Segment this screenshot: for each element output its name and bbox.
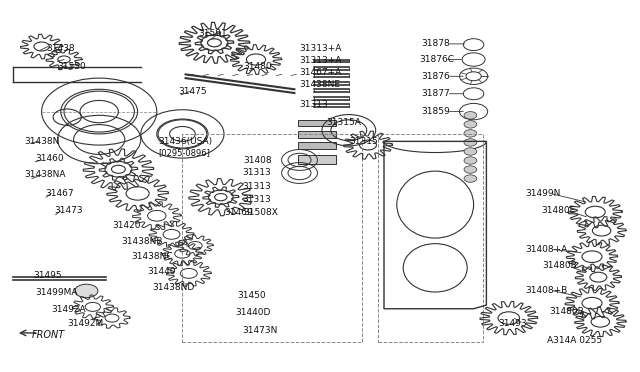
Text: 31438ND: 31438ND xyxy=(152,283,195,292)
Text: 31499N: 31499N xyxy=(525,189,560,198)
Text: 31438NA: 31438NA xyxy=(24,170,66,179)
Text: 31438NB: 31438NB xyxy=(122,237,163,246)
Text: 31313: 31313 xyxy=(242,195,271,203)
Text: 31438N: 31438N xyxy=(24,137,60,146)
Text: 31440D: 31440D xyxy=(236,308,271,317)
Bar xyxy=(182,134,362,342)
Text: 31877: 31877 xyxy=(421,89,450,98)
Bar xyxy=(298,155,336,164)
Text: 31313: 31313 xyxy=(300,100,328,109)
Text: 31438NE: 31438NE xyxy=(300,80,340,89)
Circle shape xyxy=(464,148,477,155)
Text: 31508X: 31508X xyxy=(243,208,278,217)
Text: 31473N: 31473N xyxy=(242,326,277,335)
Text: 31473: 31473 xyxy=(54,206,83,215)
Text: 31313+A: 31313+A xyxy=(300,56,342,65)
Text: 31313+A: 31313+A xyxy=(300,44,342,53)
Text: FRONT: FRONT xyxy=(32,330,65,340)
Text: 31499MA: 31499MA xyxy=(35,288,77,296)
Text: 31420: 31420 xyxy=(112,221,141,230)
Text: 31492A: 31492A xyxy=(51,305,86,314)
Text: 31550: 31550 xyxy=(58,62,86,71)
Text: 31408+A: 31408+A xyxy=(525,245,567,254)
Circle shape xyxy=(464,121,477,128)
Text: 31450: 31450 xyxy=(237,291,266,300)
Text: 31495: 31495 xyxy=(33,271,62,280)
Circle shape xyxy=(464,166,477,173)
Bar xyxy=(298,142,336,149)
Text: 31480: 31480 xyxy=(243,62,272,71)
Circle shape xyxy=(464,139,477,146)
Text: 31440: 31440 xyxy=(147,267,176,276)
Bar xyxy=(298,131,336,138)
Text: 31475: 31475 xyxy=(178,87,207,96)
Text: 31408+B: 31408+B xyxy=(525,286,567,295)
Text: 31438: 31438 xyxy=(46,44,75,53)
Text: 31492M: 31492M xyxy=(67,319,104,328)
Bar xyxy=(298,120,336,126)
Text: 31469: 31469 xyxy=(224,208,253,217)
Text: 31480E: 31480E xyxy=(541,206,575,215)
Text: 31436(USA): 31436(USA) xyxy=(159,137,213,146)
Text: 31859: 31859 xyxy=(421,107,450,116)
Text: [0295-0896]: [0295-0896] xyxy=(159,148,211,157)
Text: 31467: 31467 xyxy=(45,189,74,198)
Text: 31876: 31876 xyxy=(421,72,450,81)
Circle shape xyxy=(464,157,477,164)
Text: 31493: 31493 xyxy=(498,319,527,328)
Text: A314A 0255: A314A 0255 xyxy=(547,336,602,345)
Text: 31591: 31591 xyxy=(198,29,227,38)
Circle shape xyxy=(464,175,477,182)
Text: 31315A: 31315A xyxy=(326,118,361,126)
Text: 31480B: 31480B xyxy=(543,262,577,270)
Text: 31480B: 31480B xyxy=(549,307,584,316)
Text: 31460: 31460 xyxy=(35,154,64,163)
Text: 31878: 31878 xyxy=(421,39,450,48)
Text: 31438NC: 31438NC xyxy=(131,252,173,261)
Text: 31876C: 31876C xyxy=(419,55,454,64)
Text: 31313: 31313 xyxy=(242,169,271,177)
Circle shape xyxy=(75,284,98,298)
Circle shape xyxy=(464,130,477,137)
Text: 31313: 31313 xyxy=(242,182,271,190)
Text: 31467+A: 31467+A xyxy=(300,68,342,77)
Circle shape xyxy=(464,112,477,119)
Text: 31315: 31315 xyxy=(349,137,378,146)
Text: 31408: 31408 xyxy=(243,156,272,165)
Bar xyxy=(378,134,483,342)
